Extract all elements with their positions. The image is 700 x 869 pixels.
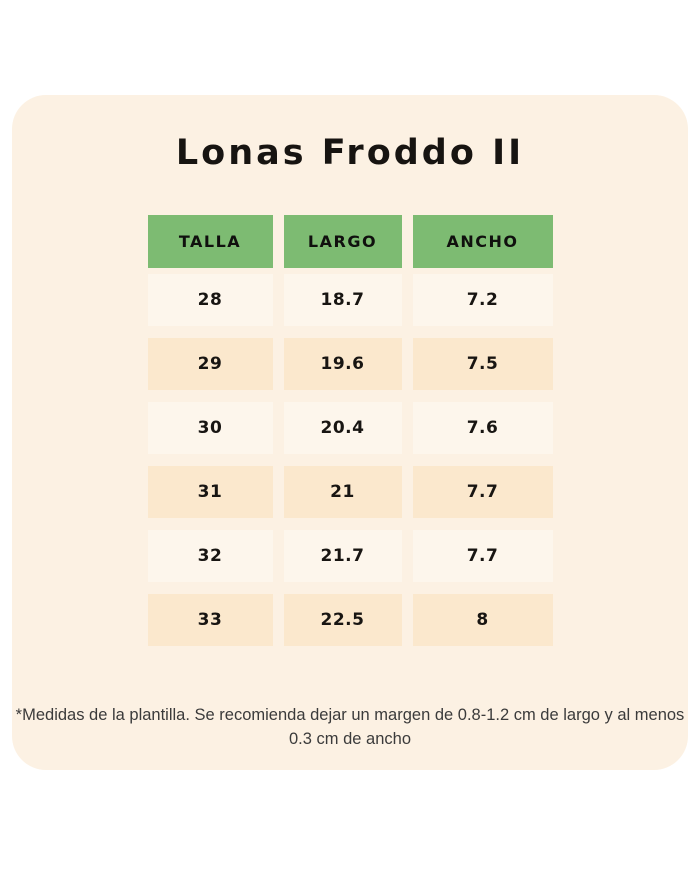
- column-header-talla: TALLA: [147, 215, 273, 268]
- table-cell-largo: 18.7: [283, 274, 402, 326]
- table-row: 32 21.7 7.7: [147, 524, 553, 588]
- table-row: 30 20.4 7.6: [147, 396, 553, 460]
- table-row: 28 18.7 7.2: [147, 268, 553, 332]
- table-cell-ancho: 7.2: [412, 274, 553, 326]
- table-row: 29 19.6 7.5: [147, 332, 553, 396]
- size-chart-card: Lonas Froddo II TALLA LARGO ANCHO 28 18.…: [12, 95, 688, 770]
- table-cell-talla: 30: [147, 402, 273, 454]
- table-cell-ancho: 7.7: [412, 530, 553, 582]
- table-cell-largo: 22.5: [283, 594, 402, 646]
- table-cell-largo: 20.4: [283, 402, 402, 454]
- column-header-largo: LARGO: [283, 215, 402, 268]
- table-cell-ancho: 8: [412, 594, 553, 646]
- table-cell-largo: 21.7: [283, 530, 402, 582]
- footnote: *Medidas de la plantilla. Se recomienda …: [15, 706, 685, 748]
- table-cell-largo: 19.6: [283, 338, 402, 390]
- table-cell-ancho: 7.5: [412, 338, 553, 390]
- table-cell-ancho: 7.6: [412, 402, 553, 454]
- table-row: 33 22.5 8: [147, 588, 553, 652]
- size-table: TALLA LARGO ANCHO 28 18.7 7.2 29 19.6 7.…: [147, 215, 553, 652]
- table-cell-talla: 29: [147, 338, 273, 390]
- table-cell-ancho: 7.7: [412, 466, 553, 518]
- table-cell-talla: 28: [147, 274, 273, 326]
- table-cell-talla: 31: [147, 466, 273, 518]
- page-title: Lonas Froddo II: [175, 133, 525, 173]
- table-cell-talla: 32: [147, 530, 273, 582]
- table-cell-talla: 33: [147, 594, 273, 646]
- table-cell-largo: 21: [283, 466, 402, 518]
- table-row: 31 21 7.7: [147, 460, 553, 524]
- table-header-row: TALLA LARGO ANCHO: [147, 215, 553, 268]
- column-header-ancho: ANCHO: [412, 215, 553, 268]
